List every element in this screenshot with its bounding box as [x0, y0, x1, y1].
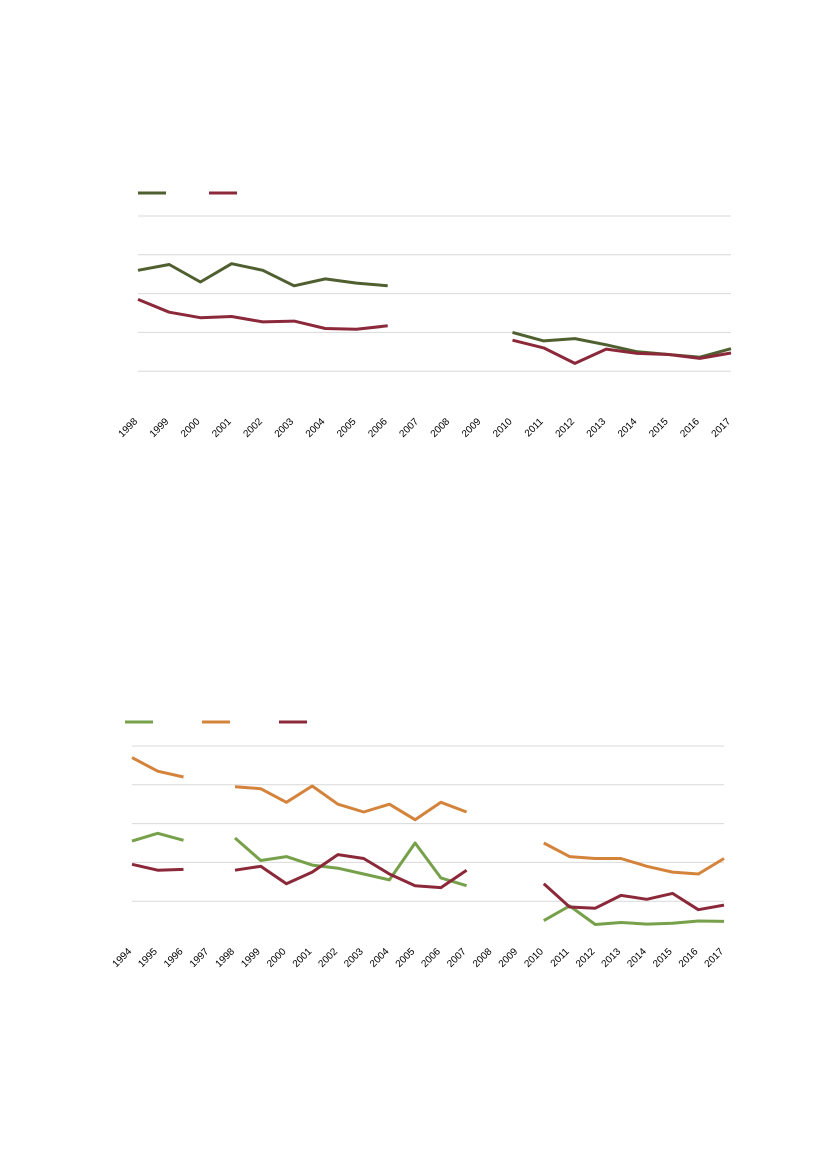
x-tick-label: 2005 [394, 946, 418, 970]
x-tick-label: 2014 [616, 416, 640, 440]
x-tick-label: 2015 [651, 946, 675, 970]
x-tick-label: 1995 [136, 946, 160, 970]
series-segment [512, 338, 732, 365]
x-tick-label: 1994 [111, 946, 135, 970]
x-tick-label: 2000 [265, 946, 289, 970]
x-tick-label: 2012 [574, 946, 598, 970]
x-tick-label: 2014 [625, 946, 649, 970]
x-tick-label: 1997 [188, 946, 212, 970]
x-tick-label: 2006 [419, 946, 443, 970]
gridlines [138, 215, 731, 372]
x-tick-label: 1999 [239, 946, 263, 970]
x-tick-label: 1998 [214, 946, 238, 970]
x-tick-label: 1996 [162, 946, 186, 970]
x-tick-label: 2013 [600, 946, 624, 970]
gridlines [132, 745, 724, 902]
x-tick-label: 2011 [549, 946, 572, 969]
x-axis-ticks: 1994 1995 1996 1997 1998 1999 2000 2001 2002 2003… [111, 946, 727, 970]
x-tick-label: 2001 [210, 416, 234, 440]
x-tick-label: 2009 [460, 416, 484, 440]
series-segment [137, 298, 388, 331]
x-tick-label: 2003 [342, 946, 366, 970]
x-tick-label: 2001 [291, 946, 315, 970]
x-tick-label: 2003 [273, 416, 297, 440]
line-chart-1998-2017: 1998 1999 2000 2001 2002 2003 2004 2005 2006 2007… [117, 191, 734, 440]
series-line-3 [131, 853, 725, 912]
series-segment [512, 330, 732, 359]
x-tick-label: 2017 [710, 416, 734, 440]
series-segment [131, 756, 184, 779]
x-tick-label: 2017 [703, 946, 727, 970]
x-tick-label: 2004 [304, 416, 328, 440]
series-segment [234, 836, 468, 888]
series-segment [131, 862, 184, 872]
line-chart-1994-2017: 1994 1995 1996 1997 1998 1999 2000 2001 2002 2003… [111, 720, 727, 970]
x-tick-label: 2010 [491, 416, 515, 440]
x-tick-label: 2016 [678, 416, 702, 440]
series-segment [542, 882, 725, 912]
series-segment [234, 853, 468, 890]
x-tick-label: 2000 [179, 416, 203, 440]
x-tick-label: 2007 [445, 946, 469, 970]
series-segment [234, 784, 468, 822]
series-line-2 [137, 298, 732, 365]
x-axis-ticks: 1998 1999 2000 2001 2002 2003 2004 2005 2006 2007… [117, 416, 734, 440]
x-tick-label: 2015 [647, 416, 671, 440]
series-segment [543, 841, 725, 876]
x-tick-label: 2005 [335, 416, 359, 440]
series-segment [131, 831, 184, 843]
x-tick-label: 2010 [522, 946, 546, 970]
series-segment [137, 262, 388, 288]
x-tick-label: 2006 [366, 416, 390, 440]
x-tick-label: 2002 [241, 416, 265, 440]
series-line-2 [131, 756, 725, 876]
x-tick-label: 1999 [148, 416, 172, 440]
series-line-1 [137, 262, 732, 359]
x-tick-label: 2009 [497, 946, 521, 970]
x-tick-label: 2002 [317, 946, 341, 970]
x-tick-label: 2007 [398, 416, 422, 440]
x-tick-label: 1998 [117, 416, 141, 440]
x-tick-label: 2004 [368, 946, 392, 970]
x-tick-label: 2008 [471, 946, 495, 970]
x-tick-label: 2013 [585, 416, 609, 440]
x-tick-label: 2016 [677, 946, 701, 970]
series-segment [543, 904, 725, 926]
x-tick-label: 2008 [429, 416, 453, 440]
x-tick-label: 2012 [554, 416, 578, 440]
x-tick-label: 2011 [523, 416, 546, 439]
series-line-1 [131, 831, 725, 926]
